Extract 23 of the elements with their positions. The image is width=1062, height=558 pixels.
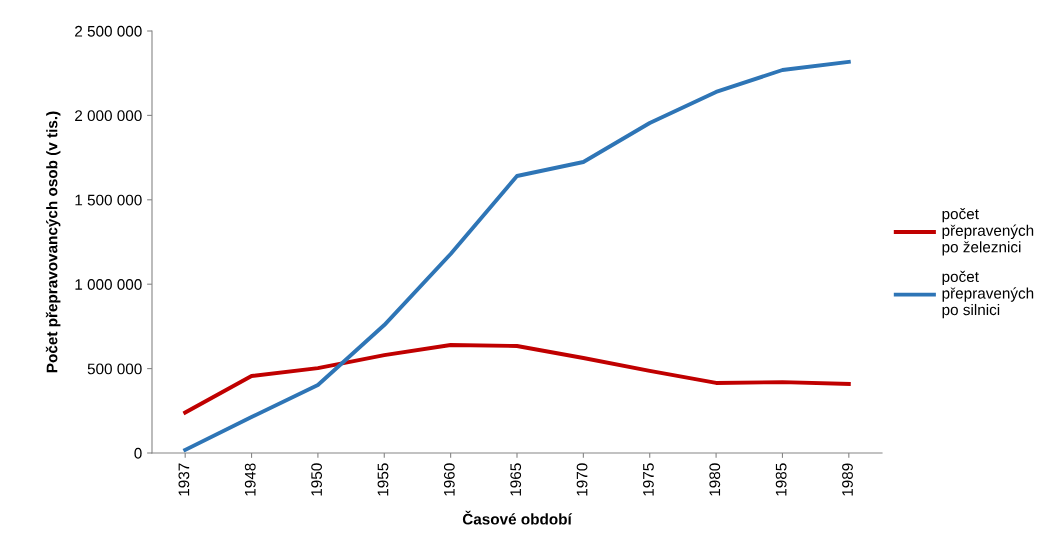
legend-label: počet přepravených po železnici [942,208,1034,256]
x-tick-label: 1960 [443,463,455,496]
line-series [183,59,851,452]
x-tick-label: 1989 [842,463,853,496]
x-tick-label: 1980 [709,463,721,496]
y-tick-label: 1 000 000 [75,279,142,290]
x-tick-label: 1955 [377,463,389,496]
y-tick-label: 2 500 000 [75,25,142,37]
y-tick-label: 1 500 000 [75,194,142,206]
y-tick-label: 0 [134,447,142,459]
x-axis-title: Časové období [462,510,573,525]
y-axis-title: Počet přepravovancých osob (v tis.) [45,111,61,373]
x-tick-label: 1937 [178,463,190,496]
x-tick-label: 1985 [775,463,787,496]
y-tick-label: 500 000 [87,363,142,375]
x-tick-label: 1950 [311,463,323,496]
line-series [183,343,851,415]
x-tick-label: 1970 [576,463,588,496]
y-tick-label: 2 000 000 [75,110,142,122]
x-tick-label: 1975 [643,463,654,496]
x-tick-label: 1948 [244,463,256,496]
x-tick-label: 1965 [510,463,522,496]
legend-label: počet přepravených po silnici [942,270,1034,319]
